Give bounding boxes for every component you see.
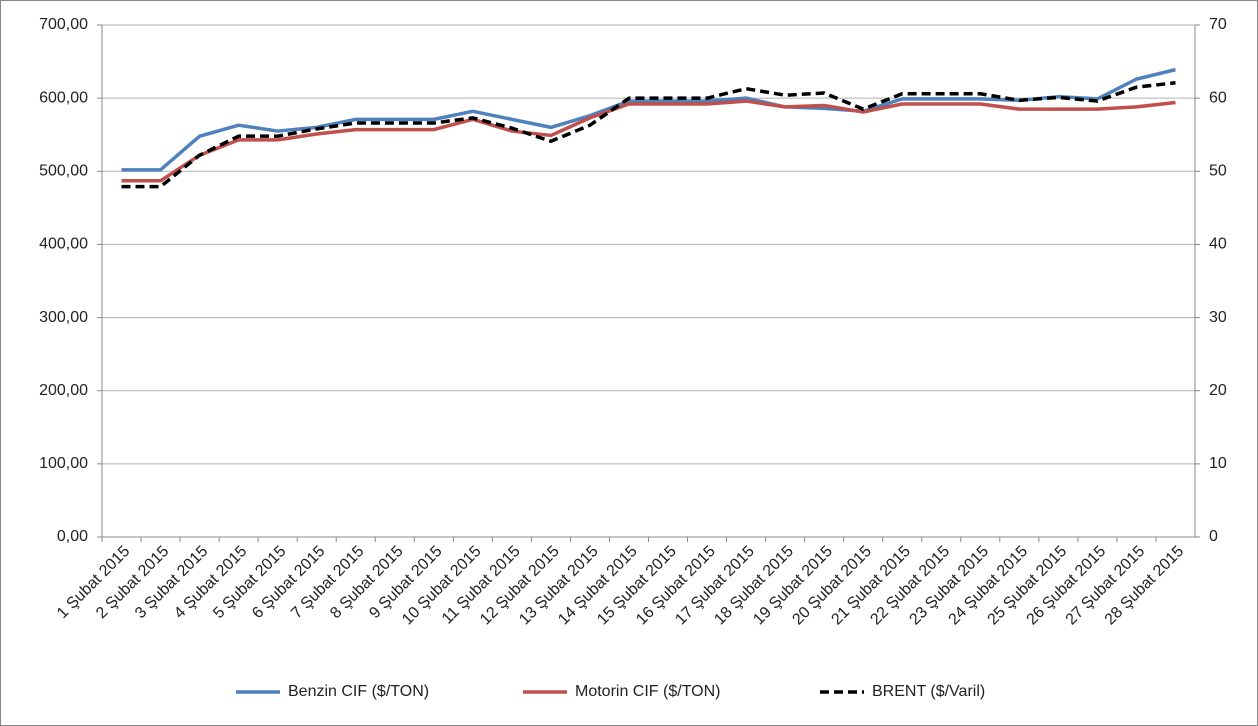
y2-tick-label: 40	[1209, 236, 1227, 253]
y2-tick-label: 70	[1209, 16, 1227, 33]
y-tick-label: 700,00	[39, 16, 88, 33]
series-line	[121, 99, 1176, 183]
y2-tick-label: 60	[1209, 89, 1227, 106]
legend-label: Motorin CIF ($/TON)	[575, 683, 721, 700]
y-tick-label: 100,00	[39, 455, 88, 472]
y-tick-label: 0,00	[57, 528, 88, 545]
y2-tick-label: 20	[1209, 382, 1227, 399]
series-line	[121, 81, 1176, 189]
y-tick-label: 300,00	[39, 309, 88, 326]
y-tick-label: 400,00	[39, 236, 88, 253]
y2-tick-label: 10	[1209, 455, 1227, 472]
legend-label: Benzin CIF ($/TON)	[288, 683, 429, 700]
y2-tick-label: 50	[1209, 163, 1227, 180]
y-tick-label: 600,00	[39, 89, 88, 106]
y2-tick-label: 0	[1209, 528, 1218, 545]
series-line	[121, 67, 1176, 172]
y-tick-label: 200,00	[39, 382, 88, 399]
legend-label: BRENT ($/Varil)	[872, 683, 985, 700]
y2-tick-label: 30	[1209, 309, 1227, 326]
y-tick-label: 500,00	[39, 163, 88, 180]
